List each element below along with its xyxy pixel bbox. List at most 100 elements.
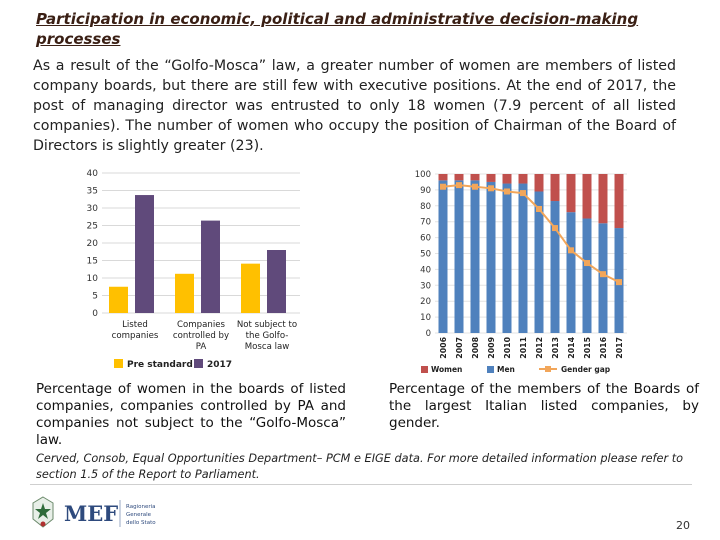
logo-text: MEF — [64, 501, 118, 526]
emblem-icon — [32, 496, 54, 528]
caption-right: Percentage of the members of the Boards … — [389, 381, 699, 431]
intro-paragraph: As a result of the “Golfo-Mosca” law, a … — [33, 58, 676, 154]
x-category-label: Listed — [122, 320, 148, 330]
bar-men — [518, 183, 528, 333]
y-tick-label: 25 — [87, 222, 98, 232]
x-tick-label: 2013 — [551, 337, 560, 359]
bar-2017 — [201, 220, 220, 313]
y-tick-label: 20 — [87, 239, 99, 249]
caption-left: Percentage of women in the boards of lis… — [36, 381, 346, 448]
point-gender-gap — [488, 185, 494, 192]
source-note: Cerved, Consob, Equal Opportunities Depa… — [36, 452, 684, 481]
bar-women — [438, 174, 448, 181]
y-tick-label: 90 — [420, 186, 431, 196]
x-category-label: the Golfo- — [246, 331, 289, 341]
y-tick-label: 0 — [92, 309, 98, 319]
point-gender-gap — [536, 205, 542, 212]
x-tick-label: 2006 — [439, 337, 448, 359]
point-gender-gap — [552, 225, 558, 232]
bar-men — [454, 180, 464, 333]
legend-label: Men — [497, 365, 515, 374]
x-category-label: Mosca law — [245, 342, 290, 352]
y-tick-label: 100 — [415, 170, 431, 180]
bar-men — [470, 180, 480, 333]
y-tick-label: 40 — [420, 265, 431, 275]
x-tick-label: 2010 — [503, 336, 512, 358]
logo-sub-line: Generale — [126, 512, 152, 518]
point-gender-gap — [520, 190, 526, 197]
y-tick-label: 15 — [87, 257, 98, 267]
legend-label: Women — [431, 365, 462, 374]
legend-label: 2017 — [207, 360, 232, 370]
point-gender-gap — [504, 188, 510, 195]
footer-divider — [30, 484, 692, 485]
x-tick-label: 2011 — [519, 337, 528, 359]
bar-men — [566, 212, 576, 333]
logo-sub-line: Ragioneria — [126, 504, 156, 510]
bar-women — [518, 174, 528, 184]
bar-men — [438, 180, 448, 333]
x-tick-label: 2015 — [583, 337, 592, 359]
bar-men — [534, 191, 544, 333]
y-tick-label: 0 — [426, 329, 431, 339]
bar-women — [582, 174, 592, 219]
x-category-label: companies — [112, 331, 159, 341]
point-gender-gap — [456, 182, 462, 189]
bar-women — [470, 174, 480, 181]
x-tick-label: 2012 — [535, 337, 544, 359]
y-tick-label: 10 — [420, 313, 431, 323]
bar-women — [454, 174, 464, 181]
bar-men — [502, 183, 512, 333]
bar-men — [550, 201, 560, 333]
bar-pre-standard — [241, 263, 260, 313]
x-tick-label: 2009 — [487, 337, 496, 359]
y-tick-label: 10 — [87, 274, 99, 284]
y-tick-label: 40 — [87, 169, 99, 179]
x-tick-label: 2017 — [615, 337, 624, 359]
point-gender-gap — [568, 247, 574, 254]
legend-swatch — [545, 366, 551, 372]
x-category-label: Companies — [177, 320, 225, 330]
legend-swatch — [421, 366, 428, 373]
legend-label: Gender gap — [561, 365, 611, 374]
y-tick-label: 70 — [420, 218, 431, 228]
mef-logo: MEF Ragioneria Generale dello Stato — [32, 496, 156, 528]
bar-men — [582, 218, 592, 333]
y-tick-label: 20 — [420, 297, 431, 307]
chart-gender-boards: 0 10 20 30 40 50 60 70 80 90 100 2006 2007 2008 2009 20… — [409, 163, 631, 381]
y-tick-label: 30 — [420, 281, 431, 291]
legend-swatch — [114, 359, 123, 368]
legend-label: Pre standard — [127, 360, 193, 370]
bar-pre-standard — [175, 273, 194, 313]
bar-men — [598, 223, 608, 333]
x-tick-label: 2008 — [471, 337, 480, 359]
x-tick-label: 2007 — [455, 337, 464, 359]
bar-women — [614, 174, 624, 229]
page-title: Participation in economic, political and… — [36, 10, 639, 48]
bar-2017 — [135, 195, 154, 313]
bar-women — [502, 174, 512, 184]
line-gender-gap — [442, 184, 620, 284]
logo-sub-line: dello Stato — [126, 520, 156, 526]
bar-men — [486, 181, 496, 333]
y-tick-label: 5 — [92, 292, 98, 302]
bar-women — [486, 174, 496, 182]
y-tick-label: 30 — [87, 204, 99, 214]
legend-swatch — [487, 366, 494, 373]
x-category-label: Not subject to — [237, 320, 297, 330]
x-category-label: PA — [196, 342, 207, 352]
bar-2017 — [267, 250, 286, 313]
legend-swatch — [194, 359, 203, 368]
x-category-label: controlled by — [173, 331, 229, 341]
bar-women — [566, 174, 576, 213]
point-gender-gap — [472, 183, 478, 190]
y-tick-label: 80 — [420, 202, 431, 212]
bar-women — [598, 174, 608, 224]
page-number: 20 — [676, 519, 690, 532]
point-gender-gap — [616, 279, 622, 286]
y-tick-label: 35 — [87, 187, 98, 197]
bar-women — [534, 174, 544, 192]
point-gender-gap — [440, 183, 446, 190]
y-tick-label: 60 — [420, 234, 431, 244]
